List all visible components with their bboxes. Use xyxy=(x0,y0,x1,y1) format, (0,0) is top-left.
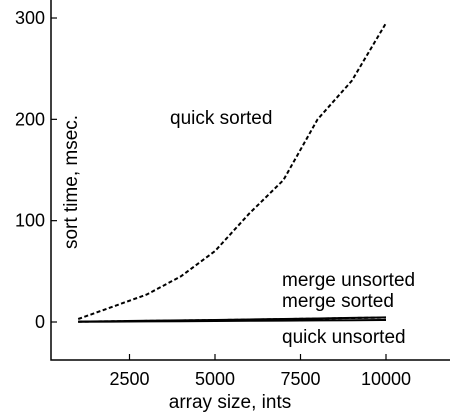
y-tick-label: 300 xyxy=(15,8,45,28)
series-line-quick-unsorted xyxy=(78,319,387,323)
series-line-merge-sorted xyxy=(78,316,387,323)
y-axis-title: sort time, msec. xyxy=(61,115,82,249)
plot-area: 2500 5000 7500 10000 0 100 200 300 quick sorte… xyxy=(15,0,450,389)
x-axis-title: array size, ints xyxy=(169,392,291,413)
y-tick-label: 100 xyxy=(15,211,45,231)
y-tick-label: 200 xyxy=(15,109,45,129)
y-axis-ticks: 0 100 200 300 xyxy=(15,8,57,332)
x-tick-label: 7500 xyxy=(280,369,320,389)
x-tick-label: 10000 xyxy=(361,369,411,389)
series-label-merge-sorted: merge sorted xyxy=(282,291,394,312)
series-label-merge-unsorted: merge unsorted xyxy=(282,270,415,291)
series-label-quick-unsorted: quick unsorted xyxy=(282,327,406,348)
x-axis-ticks: 2500 5000 7500 10000 xyxy=(109,354,411,389)
series-line-quick-sorted xyxy=(77,22,387,320)
x-tick-label: 5000 xyxy=(195,369,235,389)
y-tick-label: 0 xyxy=(35,312,45,332)
series-lines xyxy=(77,22,387,323)
x-tick-label: 2500 xyxy=(109,369,149,389)
axis-frame xyxy=(50,0,450,361)
series-label-quick-sorted: quick sorted xyxy=(170,108,272,129)
